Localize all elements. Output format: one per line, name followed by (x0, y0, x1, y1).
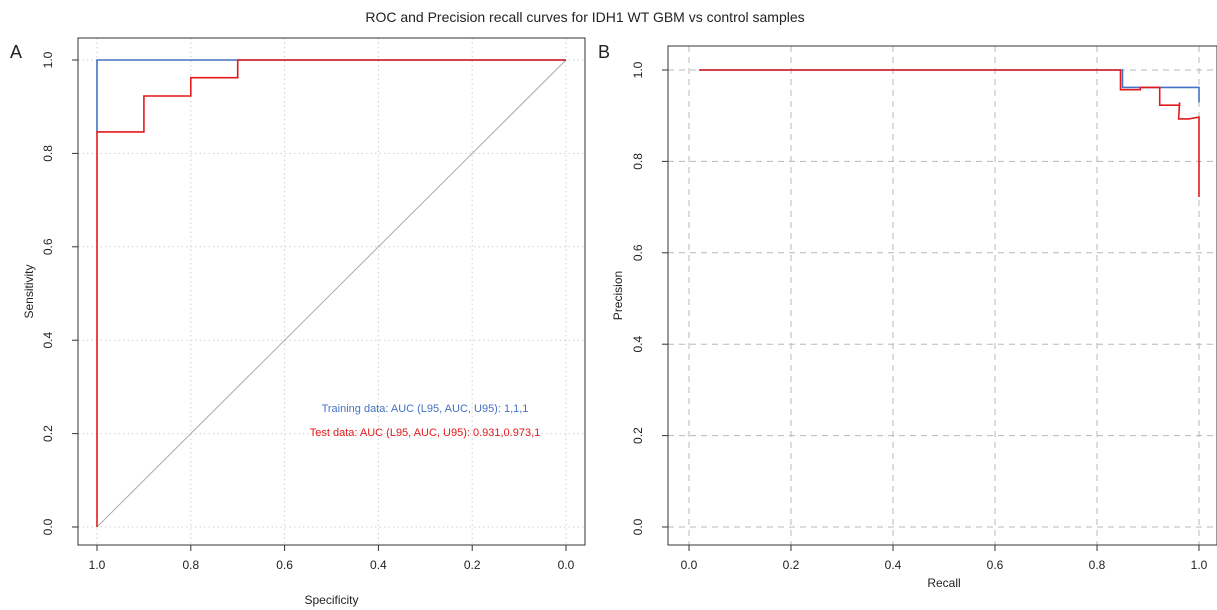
reference-diagonal (96, 59, 567, 528)
training-series-line (699, 69, 1200, 103)
y-tick-label: 0.0 (631, 518, 645, 535)
y-tick-label: 1.0 (41, 51, 55, 68)
y-tick-label: 0.8 (41, 145, 55, 162)
y-axis-label: Sensitivity (22, 264, 36, 318)
x-axis-label: Specificity (304, 593, 358, 607)
y-tick-label: 0.2 (631, 427, 645, 444)
test-auc-annotation: Test data: AUC (L95, AUC, U95): 0.931,0.… (310, 427, 541, 439)
y-tick-label: 0.6 (41, 238, 55, 255)
x-tick-label: 1.0 (1191, 558, 1208, 572)
panel-label-b: B (598, 42, 610, 62)
y-tick-label: 0.8 (631, 153, 645, 170)
y-tick-label: 1.0 (631, 61, 645, 78)
y-tick-label: 0.2 (41, 425, 55, 442)
x-tick-label: 0.6 (276, 558, 293, 572)
x-axis-label: Recall (927, 576, 960, 590)
training-auc-annotation: Training data: AUC (L95, AUC, U95): 1,1,… (322, 403, 529, 415)
plot-frame (77, 37, 586, 546)
figure-title: ROC and Precision recall curves for IDH1… (365, 9, 804, 25)
x-tick-label: 0.6 (987, 558, 1004, 572)
x-tick-label: 0.4 (370, 558, 387, 572)
roc-panel: A 1.0 0.8 0.6 0.4 0.2 0.0 0.0 0.2 0.4 0.6 0.8 1.0 Sp… (10, 37, 586, 607)
x-tick-label: 0.4 (885, 558, 902, 572)
y-tick-label: 0.4 (41, 332, 55, 349)
y-tick-label: 0.0 (41, 518, 55, 535)
y-tick-label: 0.6 (631, 244, 645, 261)
x-tick-label: 0.8 (1089, 558, 1106, 572)
x-tick-label: 0.8 (182, 558, 199, 572)
x-tick-label: 0.2 (783, 558, 800, 572)
panel-label-a: A (10, 42, 22, 62)
x-tick-label: 1.0 (89, 558, 106, 572)
test-series-line (699, 69, 1200, 197)
y-tick-label: 0.4 (631, 336, 645, 353)
x-tick-label: 0.0 (681, 558, 698, 572)
y-axis-label: Precision (611, 271, 625, 320)
x-tick-label: 0.0 (558, 558, 575, 572)
precision-recall-panel: B 0.0 0.2 0.4 0.6 0.8 1.0 0.0 0.2 0.4 0.6 0.8 1.0 Re… (598, 42, 1217, 590)
x-tick-label: 0.2 (464, 558, 481, 572)
test-series-line (96, 59, 566, 527)
plot-frame (667, 45, 1217, 546)
